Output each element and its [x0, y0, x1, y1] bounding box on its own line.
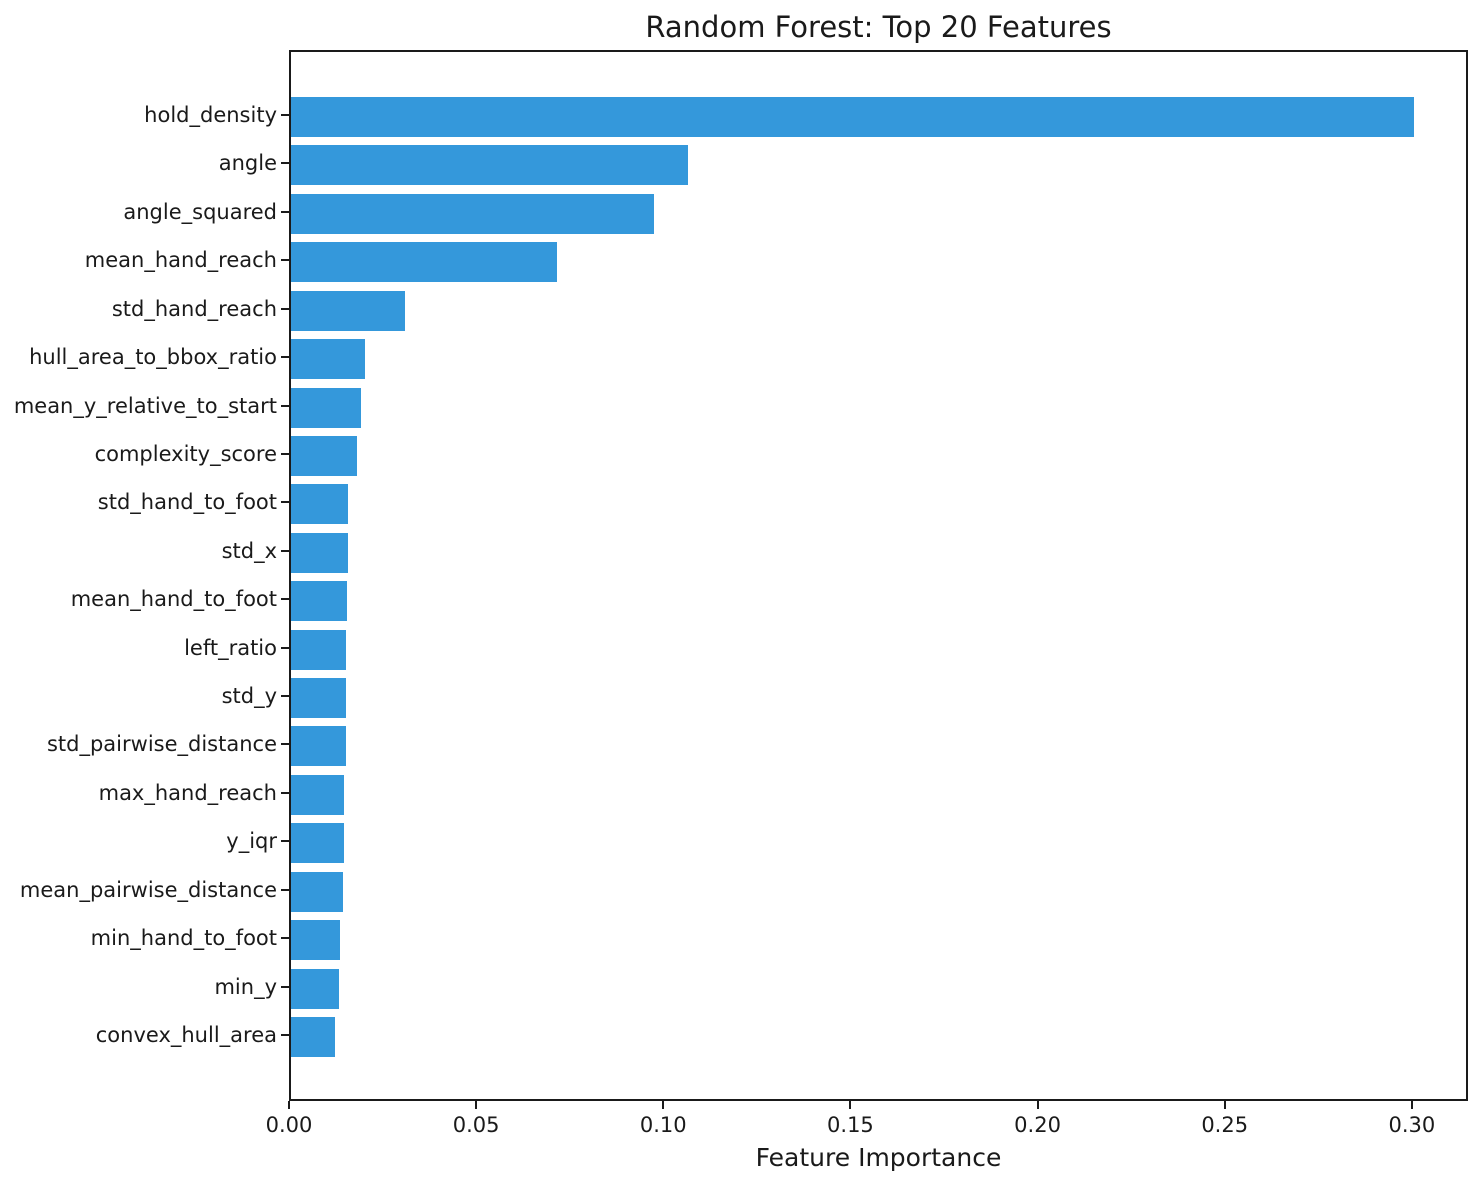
x-tick-label: 0.25 — [1201, 1113, 1249, 1137]
y-tick — [281, 307, 289, 310]
chart-title: Random Forest: Top 20 Features — [645, 10, 1112, 44]
y-tick-label: angle — [218, 151, 277, 176]
x-tick — [288, 1101, 290, 1109]
x-tick-label: 0.20 — [1014, 1113, 1061, 1137]
bar — [291, 581, 348, 622]
y-tick — [281, 210, 289, 213]
y-tick-label: left_ratio — [184, 635, 277, 660]
plot-area — [289, 50, 1468, 1101]
bar — [291, 774, 345, 815]
y-tick-label: y_iqr — [226, 829, 277, 854]
bar — [291, 920, 341, 961]
bar — [291, 532, 348, 573]
x-tick — [1223, 1101, 1226, 1109]
y-tick-label: mean_pairwise_distance — [19, 877, 277, 902]
y-tick — [281, 888, 289, 891]
y-tick — [281, 162, 289, 165]
bar — [291, 339, 365, 380]
y-tick-label: min_y — [214, 974, 277, 999]
x-axis-label: Feature Importance — [755, 1143, 1002, 1172]
bar — [291, 97, 1414, 137]
y-tick-label: min_hand_to_foot — [90, 926, 277, 951]
bar — [291, 435, 358, 476]
y-tick — [281, 791, 289, 794]
x-tick-label: 0.00 — [265, 1113, 313, 1137]
y-tick — [281, 1034, 289, 1036]
y-tick — [281, 985, 289, 988]
bar — [291, 678, 347, 719]
y-tick-label: convex_hull_area — [95, 1023, 277, 1047]
y-tick-label: complexity_score — [94, 441, 277, 466]
y-tick-label: std_x — [221, 538, 277, 563]
y-tick — [281, 695, 289, 698]
y-tick-label: std_hand_to_foot — [97, 490, 277, 515]
bar — [291, 968, 340, 1009]
bar — [291, 871, 344, 912]
bar — [291, 290, 406, 331]
y-tick — [281, 114, 289, 116]
x-tick-label: 0.10 — [639, 1113, 687, 1137]
y-tick — [281, 937, 289, 940]
bar — [291, 387, 361, 428]
y-tick-label: std_y — [221, 684, 277, 709]
x-tick-label: 0.05 — [452, 1113, 500, 1137]
bar — [291, 242, 557, 283]
y-tick — [281, 743, 289, 746]
y-tick — [281, 501, 289, 504]
bar — [291, 1017, 336, 1057]
y-tick — [281, 646, 289, 649]
y-tick-label: hold_density — [144, 103, 277, 127]
x-tick-label: 0.30 — [1388, 1113, 1436, 1137]
y-tick-label: angle_squared — [123, 199, 277, 224]
x-tick-label: 0.15 — [827, 1113, 874, 1137]
y-tick — [281, 404, 289, 407]
y-tick — [281, 598, 289, 601]
y-tick-label: std_hand_reach — [111, 296, 277, 321]
bar — [291, 484, 349, 525]
x-tick — [1036, 1101, 1039, 1109]
y-tick-label: mean_y_relative_to_start — [13, 393, 277, 418]
y-tick-label: mean_hand_reach — [84, 248, 277, 273]
x-tick — [849, 1101, 852, 1109]
x-tick — [662, 1101, 665, 1109]
y-tick-label: mean_hand_to_foot — [70, 587, 277, 612]
bar — [291, 823, 344, 864]
bar — [291, 629, 347, 670]
x-tick — [1410, 1101, 1413, 1109]
y-tick-label: max_hand_reach — [98, 780, 277, 805]
y-tick-label: hull_area_to_bbox_ratio — [29, 345, 277, 370]
y-tick — [281, 840, 289, 843]
bar — [291, 145, 688, 186]
bar — [291, 726, 346, 767]
y-tick — [281, 549, 289, 552]
bar — [291, 193, 655, 234]
x-tick — [475, 1101, 478, 1109]
y-tick-label: std_pairwise_distance — [46, 732, 277, 757]
y-tick — [281, 452, 289, 455]
y-tick — [281, 259, 289, 262]
y-tick — [281, 356, 289, 359]
